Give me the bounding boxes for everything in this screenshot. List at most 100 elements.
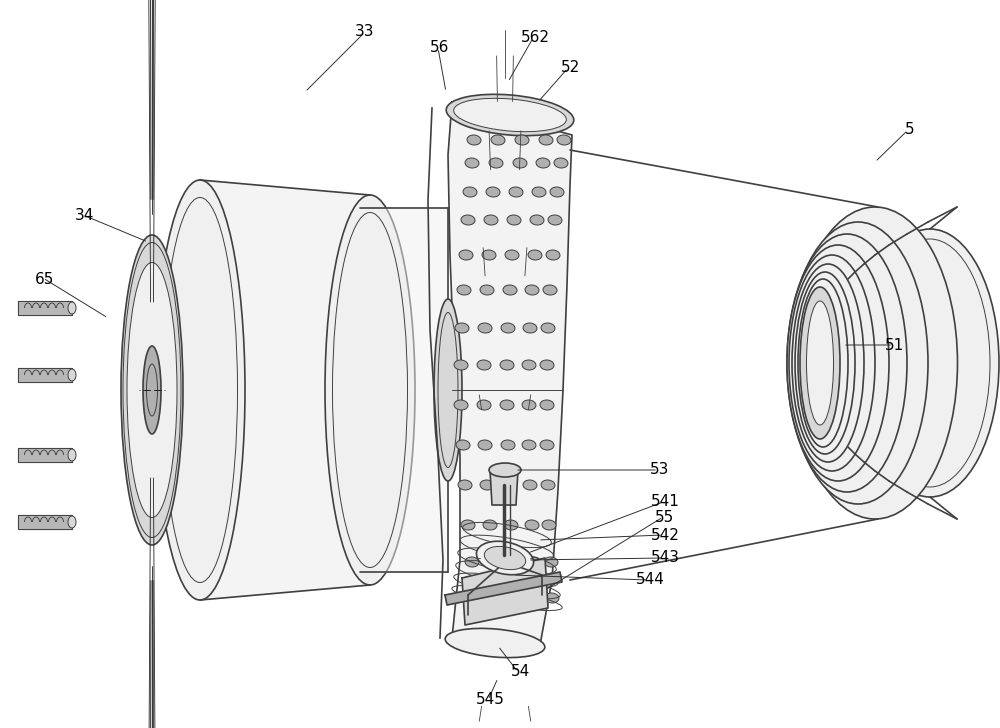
Ellipse shape xyxy=(482,250,496,260)
Ellipse shape xyxy=(540,400,554,410)
Ellipse shape xyxy=(332,213,408,568)
Text: 544: 544 xyxy=(636,572,664,587)
Ellipse shape xyxy=(541,480,555,490)
Ellipse shape xyxy=(522,400,536,410)
Text: 562: 562 xyxy=(520,31,550,45)
Ellipse shape xyxy=(325,195,415,585)
Ellipse shape xyxy=(540,440,554,450)
Ellipse shape xyxy=(513,158,527,168)
Ellipse shape xyxy=(806,301,834,425)
Ellipse shape xyxy=(502,480,516,490)
Ellipse shape xyxy=(522,440,536,450)
Ellipse shape xyxy=(800,287,840,439)
Text: 545: 545 xyxy=(476,692,504,708)
Ellipse shape xyxy=(500,400,514,410)
Ellipse shape xyxy=(798,279,848,447)
Text: 543: 543 xyxy=(650,550,680,566)
Ellipse shape xyxy=(515,135,529,145)
Ellipse shape xyxy=(467,135,481,145)
Ellipse shape xyxy=(454,98,566,132)
Text: 53: 53 xyxy=(650,462,670,478)
Ellipse shape xyxy=(501,440,515,450)
Ellipse shape xyxy=(455,323,469,333)
Ellipse shape xyxy=(143,346,161,434)
Ellipse shape xyxy=(470,593,484,603)
Ellipse shape xyxy=(507,215,521,225)
Ellipse shape xyxy=(480,285,494,295)
Ellipse shape xyxy=(525,285,539,295)
Ellipse shape xyxy=(788,222,928,504)
Polygon shape xyxy=(200,180,370,600)
Ellipse shape xyxy=(505,250,519,260)
Text: 33: 33 xyxy=(355,25,375,39)
Ellipse shape xyxy=(486,187,500,197)
Ellipse shape xyxy=(529,593,543,603)
Ellipse shape xyxy=(489,463,521,477)
Text: 52: 52 xyxy=(560,60,580,76)
Ellipse shape xyxy=(461,215,475,225)
Ellipse shape xyxy=(792,207,958,519)
Ellipse shape xyxy=(530,215,544,225)
Ellipse shape xyxy=(542,520,556,530)
Ellipse shape xyxy=(461,520,475,530)
Ellipse shape xyxy=(458,480,472,490)
Polygon shape xyxy=(445,572,562,605)
Ellipse shape xyxy=(68,516,76,528)
Ellipse shape xyxy=(504,520,518,530)
Ellipse shape xyxy=(121,235,183,545)
Text: 5: 5 xyxy=(905,122,915,138)
Ellipse shape xyxy=(543,285,557,295)
Ellipse shape xyxy=(532,187,546,197)
Ellipse shape xyxy=(550,187,564,197)
Ellipse shape xyxy=(155,180,245,600)
Ellipse shape xyxy=(509,187,523,197)
Ellipse shape xyxy=(507,557,521,567)
Ellipse shape xyxy=(544,557,558,567)
Ellipse shape xyxy=(489,158,503,168)
Ellipse shape xyxy=(483,520,497,530)
Ellipse shape xyxy=(454,360,468,370)
Ellipse shape xyxy=(523,480,537,490)
Ellipse shape xyxy=(68,449,76,461)
Ellipse shape xyxy=(484,547,526,569)
Ellipse shape xyxy=(68,369,76,381)
Ellipse shape xyxy=(787,234,907,492)
Polygon shape xyxy=(18,515,72,529)
Polygon shape xyxy=(18,448,72,462)
Ellipse shape xyxy=(434,299,462,481)
Ellipse shape xyxy=(478,323,492,333)
Ellipse shape xyxy=(548,215,562,225)
Ellipse shape xyxy=(546,250,560,260)
Ellipse shape xyxy=(476,541,534,575)
Text: 55: 55 xyxy=(655,510,675,524)
Polygon shape xyxy=(18,301,72,315)
Text: 51: 51 xyxy=(885,338,905,352)
Ellipse shape xyxy=(545,593,559,603)
Ellipse shape xyxy=(465,557,479,567)
Ellipse shape xyxy=(501,323,515,333)
Ellipse shape xyxy=(491,135,505,145)
Ellipse shape xyxy=(127,263,177,518)
Ellipse shape xyxy=(522,360,536,370)
Ellipse shape xyxy=(540,360,554,370)
Ellipse shape xyxy=(557,135,571,145)
Ellipse shape xyxy=(445,628,545,657)
Ellipse shape xyxy=(463,187,477,197)
Ellipse shape xyxy=(523,323,537,333)
Polygon shape xyxy=(360,208,448,572)
Text: 56: 56 xyxy=(430,41,450,55)
Text: 54: 54 xyxy=(510,665,530,679)
Ellipse shape xyxy=(484,215,498,225)
Ellipse shape xyxy=(500,360,514,370)
Polygon shape xyxy=(462,558,548,625)
Ellipse shape xyxy=(510,593,524,603)
Ellipse shape xyxy=(525,520,539,530)
Ellipse shape xyxy=(861,229,999,497)
Ellipse shape xyxy=(68,302,76,314)
Ellipse shape xyxy=(465,158,479,168)
Text: 541: 541 xyxy=(651,494,679,510)
Ellipse shape xyxy=(539,135,553,145)
Ellipse shape xyxy=(795,272,855,454)
Ellipse shape xyxy=(478,440,492,450)
Ellipse shape xyxy=(446,95,574,135)
